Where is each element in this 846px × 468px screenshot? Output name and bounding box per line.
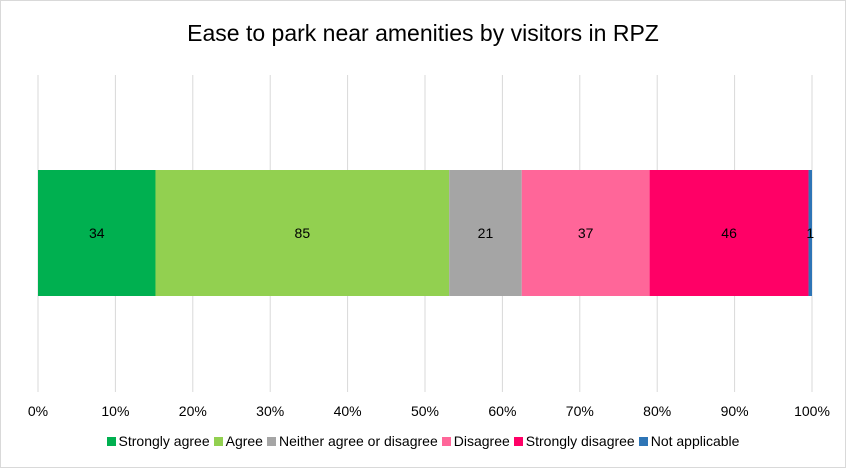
legend-swatch [441, 436, 451, 446]
bar-segment-strongly-disagree [649, 170, 809, 296]
x-tick-label: 50% [411, 403, 439, 419]
chart-title: Ease to park near amenities by visitors … [187, 20, 659, 46]
legend-item: Not applicable [638, 433, 740, 449]
x-tick-label: 0% [28, 403, 48, 419]
x-tick-label: 60% [488, 403, 516, 419]
chart-legend: Strongly agree Agree Neither agree or disa… [0, 433, 846, 449]
bar-segment-strongly-agree [38, 170, 156, 296]
x-tick-label: 70% [566, 403, 594, 419]
bar-segment-neither-agree-or-disagree [449, 170, 522, 296]
legend-label: Strongly agree [118, 433, 210, 449]
x-tick-label: 10% [101, 403, 129, 419]
legend-swatch [638, 436, 648, 446]
data-label: 85 [295, 225, 311, 241]
legend-label: Neither agree or disagree [278, 433, 438, 449]
legend-label: Disagree [453, 433, 510, 449]
data-label: 21 [478, 225, 494, 241]
legend-item: Strongly agree [106, 433, 210, 449]
legend-label: Strongly disagree [525, 433, 635, 449]
legend-item: Disagree [441, 433, 510, 449]
legend-item: Strongly disagree [513, 433, 635, 449]
x-tick-label: 30% [256, 403, 284, 419]
x-tick-label: 20% [179, 403, 207, 419]
data-label: 37 [578, 225, 594, 241]
legend-swatch [106, 436, 116, 446]
x-tick-label: 100% [794, 403, 830, 419]
bar-segment-agree [155, 170, 450, 296]
data-label: 46 [721, 225, 737, 241]
legend-item: Neither agree or disagree [266, 433, 438, 449]
x-tick-label: 90% [721, 403, 749, 419]
legend-label: Agree [225, 433, 263, 449]
legend-swatch [266, 436, 276, 446]
x-tick-label: 80% [643, 403, 671, 419]
legend-swatch [513, 436, 523, 446]
legend-swatch [213, 436, 223, 446]
legend-label: Not applicable [650, 433, 740, 449]
x-tick-label: 40% [334, 403, 362, 419]
bar-segment-disagree [521, 170, 650, 296]
bar-segment-not-applicable [808, 170, 812, 296]
legend-item: Agree [213, 433, 263, 449]
data-label: 34 [89, 225, 105, 241]
data-label: 1 [806, 225, 814, 241]
